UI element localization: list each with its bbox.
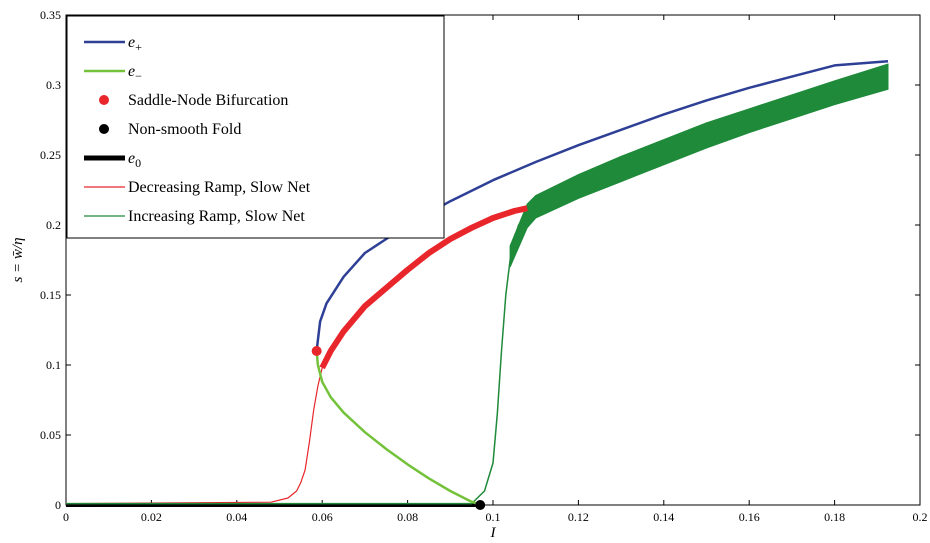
y-tick-label: 0.1 xyxy=(46,358,61,372)
series-increasing-ramp-band xyxy=(509,63,889,268)
x-tick-label: 0.06 xyxy=(312,510,333,524)
y-tick-label: 0.05 xyxy=(40,428,61,442)
series-e xyxy=(315,59,889,352)
series-decreasing-ramp-slow-net xyxy=(65,207,528,505)
legend-label: e+ xyxy=(128,34,142,54)
legend-swatch xyxy=(99,124,109,134)
y-axis-label: s = w̄/η xyxy=(10,237,26,282)
legend-label: Decreasing Ramp, Slow Net xyxy=(128,179,311,196)
y-tick-label: 0.15 xyxy=(40,288,61,302)
legend-box xyxy=(66,15,445,239)
data-layer xyxy=(65,59,889,510)
marker-saddle-node-bifurcation xyxy=(311,346,322,356)
x-tick-label: 0.1 xyxy=(486,510,501,524)
x-tick-label: 0.12 xyxy=(568,510,589,524)
legend-label: Increasing Ramp, Slow Net xyxy=(128,208,305,225)
series-increasing-ramp-slow-net xyxy=(66,78,889,505)
legend-label: e− xyxy=(128,63,142,83)
legend-label: Non-smooth Fold xyxy=(128,121,241,138)
y-tick-label: 0 xyxy=(55,498,61,512)
x-axis-label: I xyxy=(490,525,497,541)
axis-ticks: 0 0.02 0.04 0.06 0.08 0.1 0.12 0.14 0.16 0.18 0.2 0… xyxy=(40,8,928,524)
x-tick-label: 0.2 xyxy=(913,510,928,524)
legend-label: e0 xyxy=(128,150,141,170)
x-tick-label: 0.16 xyxy=(739,510,760,524)
y-tick-label: 0.35 xyxy=(40,8,61,22)
y-tick-label: 0.25 xyxy=(40,148,61,162)
x-tick-label: 0.08 xyxy=(397,510,418,524)
y-tick-label: 0.3 xyxy=(46,78,61,92)
marker-non-smooth-fold xyxy=(475,500,486,510)
legend-swatch xyxy=(99,95,109,105)
legend-label: Saddle-Node Bifurcation xyxy=(128,92,288,109)
x-tick-label: 0.04 xyxy=(226,510,247,524)
x-tick-label: 0.14 xyxy=(653,510,674,524)
legend: e+ e− Saddle-Node Bifurcation Non-smooth Fo… xyxy=(66,15,445,239)
y-tick-label: 0.2 xyxy=(46,218,61,232)
x-tick-label: 0 xyxy=(63,510,69,524)
x-tick-label: 0.02 xyxy=(141,510,162,524)
x-tick-label: 0.18 xyxy=(824,510,845,524)
series-e xyxy=(315,350,481,507)
